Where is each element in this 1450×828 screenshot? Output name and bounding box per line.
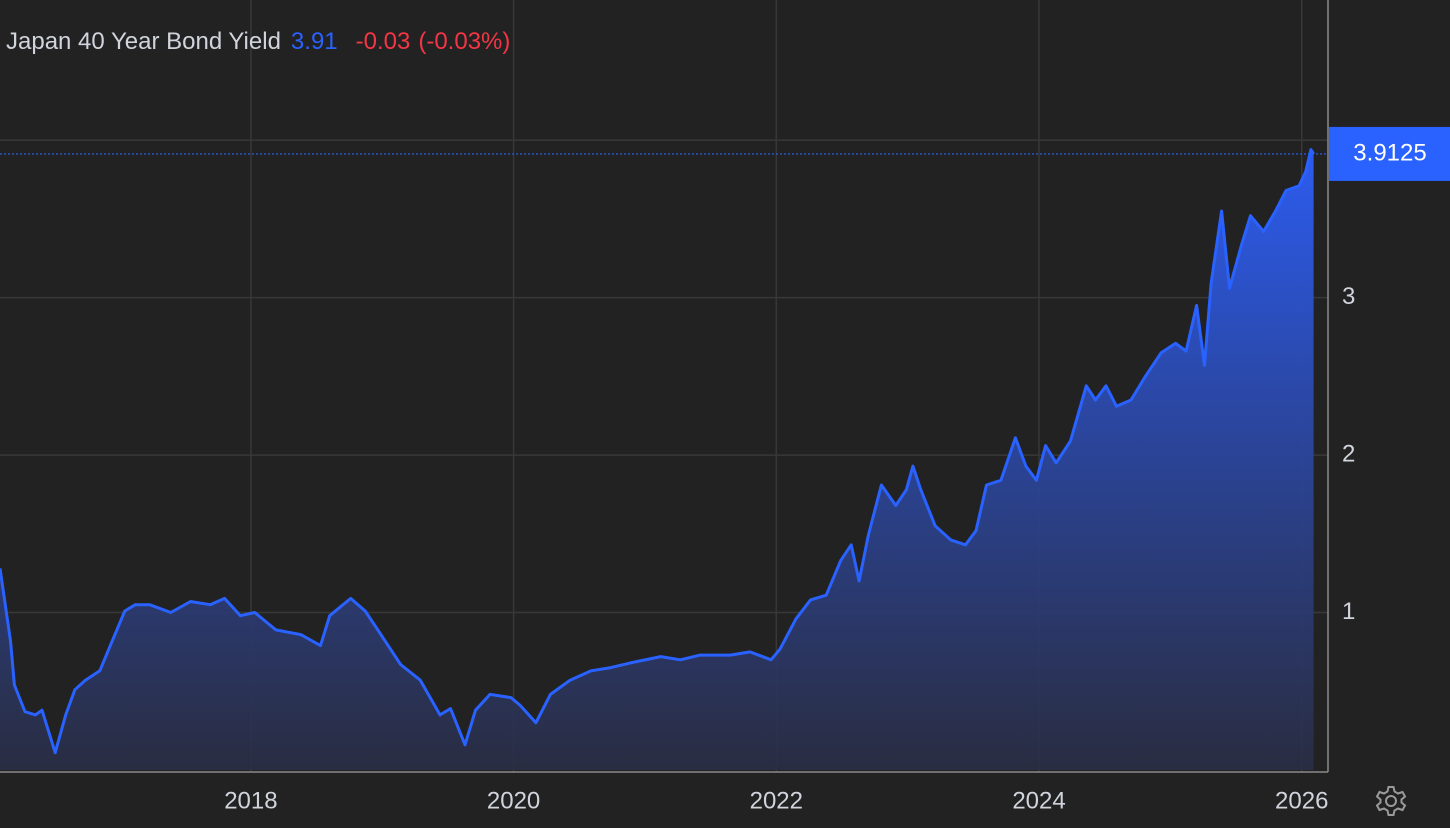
chart-title: Japan 40 Year Bond Yield (6, 28, 281, 55)
line (0, 148, 1315, 755)
last-value-label: 3.9125 (1353, 139, 1426, 166)
x-tick-label: 2022 (750, 787, 803, 814)
last-price: 3.91 (291, 28, 338, 55)
price-change: -0.03 (356, 28, 411, 55)
y-tick-label: 3 (1342, 283, 1355, 310)
area-fill (0, 149, 1314, 771)
x-tick-label: 2024 (1012, 787, 1065, 814)
plot-area (0, 148, 1315, 771)
settings-icon[interactable] (1375, 786, 1407, 816)
x-axis: 2018 2020 2022 2024 2026 (224, 787, 1328, 814)
last-value-tag (1329, 126, 1450, 181)
x-tick-label: 2026 (1275, 787, 1328, 814)
price-change-pct: (-0.03%) (418, 28, 510, 55)
y-tick-label: 2 (1342, 440, 1355, 467)
x-tick-label: 2018 (224, 787, 277, 814)
y-tick-label: 1 (1342, 598, 1355, 625)
x-tick-label: 2020 (487, 787, 540, 814)
chart-header: Japan 40 Year Bond Yield 3.91 -0.03 (-0.03%… (6, 28, 510, 55)
